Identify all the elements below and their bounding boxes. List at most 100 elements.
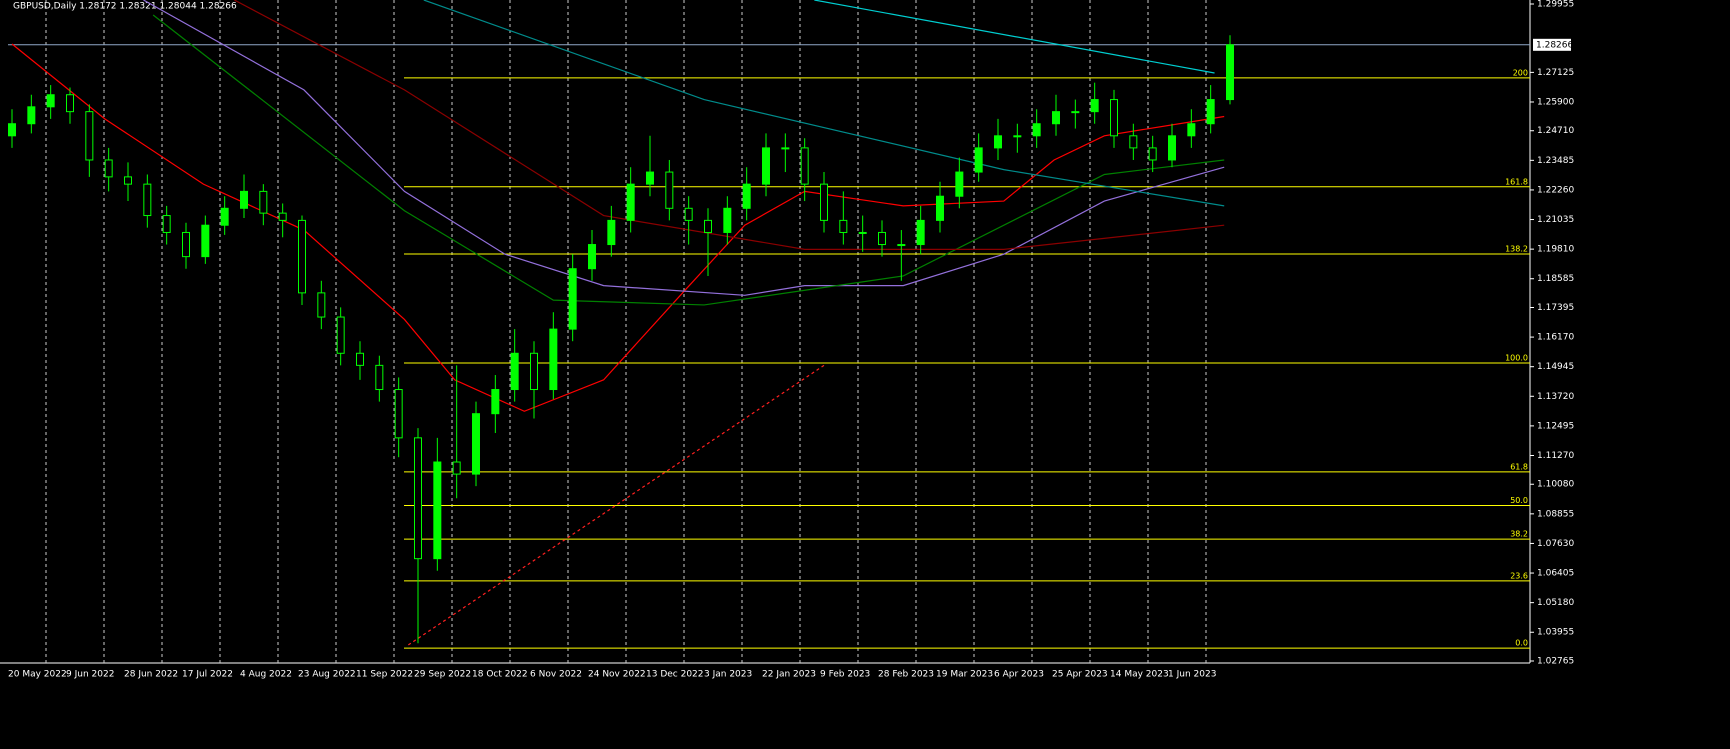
candle-body xyxy=(278,212,287,221)
y-tick-label: 1.24710 xyxy=(1537,126,1574,136)
candle-body xyxy=(1148,147,1157,161)
candle-body xyxy=(259,190,268,214)
candle-body xyxy=(1168,135,1176,161)
chart-title: GBPUSD,Daily 1.28172 1.28321 1.28044 1.2… xyxy=(13,2,237,12)
x-tick-label: 28 Jun 2022 xyxy=(124,670,178,680)
y-tick-label: 1.12495 xyxy=(1537,421,1574,431)
candle-body xyxy=(568,268,577,330)
x-tick-label: 23 Aug 2022 xyxy=(298,670,356,680)
x-tick-label: 24 Nov 2022 xyxy=(588,670,646,680)
candle-body xyxy=(549,328,558,391)
candle-body xyxy=(684,207,693,221)
candle-body xyxy=(742,183,751,209)
y-tick-label: 1.27125 xyxy=(1537,68,1574,78)
x-tick-label: 28 Feb 2023 xyxy=(878,670,934,680)
y-tick-label: 1.06405 xyxy=(1537,569,1574,579)
indicator-line xyxy=(143,0,1225,296)
candle-body xyxy=(820,183,828,221)
candle-body xyxy=(27,106,36,125)
y-tick-label: 1.18585 xyxy=(1537,274,1574,284)
y-tick-label: 1.07630 xyxy=(1537,539,1574,549)
y-tick-label: 1.05180 xyxy=(1537,598,1574,608)
indicator-line xyxy=(814,0,1215,74)
candle-body xyxy=(375,364,384,391)
candle-body xyxy=(452,461,461,475)
candle-body xyxy=(201,224,210,258)
x-tick-label: 17 Jul 2022 xyxy=(182,670,233,680)
candle-body xyxy=(240,190,248,209)
x-tick-label: 4 Aug 2022 xyxy=(240,670,292,680)
fib-label: 200 xyxy=(1513,68,1528,77)
candle-body xyxy=(994,135,1002,149)
y-tick-label: 1.14945 xyxy=(1537,362,1574,372)
x-tick-label: 6 Nov 2022 xyxy=(530,670,582,680)
candle-body xyxy=(858,231,867,234)
candle-body xyxy=(1226,44,1234,101)
candle-body xyxy=(472,413,480,475)
candle-body xyxy=(85,111,94,161)
y-tick-label: 1.29955 xyxy=(1537,0,1574,10)
indicator-line xyxy=(11,43,1225,412)
x-tick-label: 25 Apr 2023 xyxy=(1052,670,1108,680)
y-tick-label: 1.16170 xyxy=(1537,333,1574,343)
candle-body xyxy=(1129,135,1138,149)
x-tick-label: 1 Jun 2023 xyxy=(1168,670,1216,680)
candle-body xyxy=(1206,99,1215,125)
x-tick-label: 29 Sep 2022 xyxy=(414,670,471,680)
fib-label: 100.0 xyxy=(1505,353,1528,362)
y-tick-label: 1.23485 xyxy=(1537,156,1574,166)
candle-body xyxy=(646,171,654,185)
x-tick-label: 9 Feb 2023 xyxy=(820,670,870,680)
candle-body xyxy=(1110,99,1118,137)
candle-body xyxy=(317,292,326,318)
y-tick-label: 1.03955 xyxy=(1537,628,1574,638)
bid-label: 1.28266 xyxy=(1536,40,1573,50)
fib-label: 23.6 xyxy=(1510,571,1528,580)
x-tick-label: 9 Jun 2022 xyxy=(66,670,114,680)
candle-body xyxy=(182,231,190,258)
candle-body xyxy=(220,207,229,226)
x-tick-label: 11 Sep 2022 xyxy=(356,670,413,680)
candle-body xyxy=(974,147,983,173)
candle-body xyxy=(878,231,886,246)
y-tick-label: 1.08855 xyxy=(1537,509,1574,519)
fib-label: 50.0 xyxy=(1510,496,1528,505)
x-tick-label: 19 Mar 2023 xyxy=(936,670,993,680)
candle-body xyxy=(1071,111,1080,114)
fib-label: 0.0 xyxy=(1515,639,1528,648)
candle-body xyxy=(433,461,442,560)
y-tick-label: 1.17395 xyxy=(1537,303,1574,313)
candle-body xyxy=(530,352,538,391)
candle-body xyxy=(1052,111,1060,125)
y-tick-label: 1.22260 xyxy=(1537,185,1574,195)
candle-body xyxy=(607,219,616,246)
candle-body xyxy=(66,94,74,113)
candle-body xyxy=(1013,135,1022,138)
x-tick-label: 20 May 2022 xyxy=(8,670,67,680)
candle-body xyxy=(104,159,113,178)
candle-body xyxy=(510,352,519,391)
candle-body xyxy=(414,437,422,560)
candle-body xyxy=(394,389,403,439)
candle-body xyxy=(1187,123,1196,137)
y-tick-label: 1.02765 xyxy=(1537,657,1574,667)
fib-label: 161.8 xyxy=(1505,177,1528,186)
candle-body xyxy=(704,219,712,233)
candle-body xyxy=(356,352,364,366)
candle-body xyxy=(143,183,152,217)
candle-body xyxy=(626,183,635,221)
x-tick-label: 22 Jan 2023 xyxy=(762,670,816,680)
candle-body xyxy=(897,244,906,247)
candle-body xyxy=(936,195,944,221)
candle-body xyxy=(8,123,16,137)
fib-label: 38.2 xyxy=(1510,530,1528,539)
candle-body xyxy=(781,147,790,150)
y-tick-label: 1.19810 xyxy=(1537,245,1574,255)
indicator-line xyxy=(423,0,1225,207)
candle-body xyxy=(955,171,964,197)
x-tick-label: 6 Apr 2023 xyxy=(994,670,1044,680)
x-tick-label: 18 Oct 2022 xyxy=(472,670,528,680)
candle-body xyxy=(723,207,732,233)
